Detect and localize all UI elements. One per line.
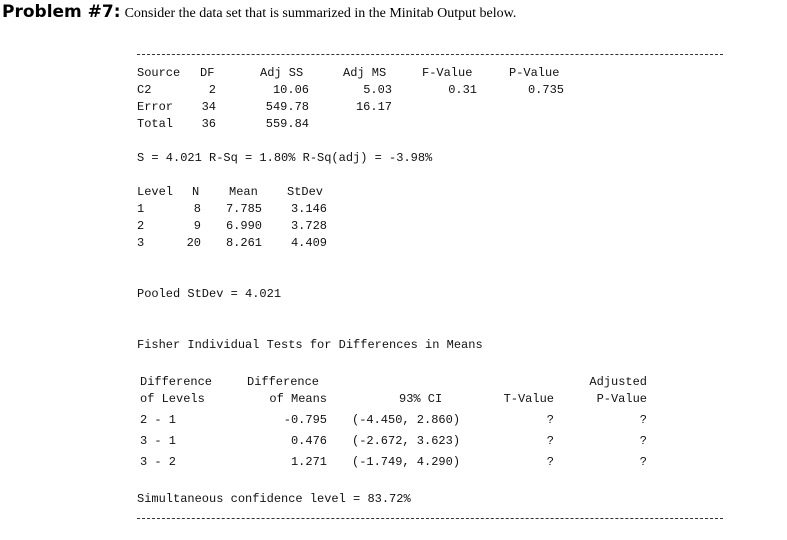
simultaneous-confidence: Simultaneous confidence level = 83.72%: [137, 492, 411, 506]
p-value-cell: 0.735: [527, 83, 564, 97]
header-mean: Mean: [229, 185, 258, 199]
diff-cell: 0.476: [290, 434, 327, 448]
n-cell: 20: [186, 236, 201, 250]
stdev-cell: 3.146: [290, 202, 327, 216]
header-difference-levels: Difference: [140, 375, 213, 389]
header-level: Level: [137, 185, 174, 199]
stdev-cell: 4.409: [290, 236, 327, 250]
source-cell: Error: [137, 100, 174, 114]
mean-cell: 8.261: [225, 236, 262, 250]
header-p-value: P-Value: [596, 392, 647, 406]
level-cell: 3: [137, 236, 145, 250]
header-difference-means: Difference: [247, 375, 320, 389]
mean-cell: 7.785: [225, 202, 262, 216]
ci-cell: (-4.450, 2.860): [352, 413, 461, 427]
p-value-cell: ?: [639, 455, 647, 469]
header-t-value: T-Value: [503, 392, 554, 406]
model-summary: S = 4.021 R-Sq = 1.80% R-Sq(adj) = -3.98…: [137, 151, 433, 165]
header-adj-ss: Adj SS: [260, 66, 304, 80]
header-adj-ms: Adj MS: [343, 66, 387, 80]
f-value-cell: 0.31: [448, 83, 477, 97]
diff-cell: 1.271: [290, 455, 327, 469]
header-df: DF: [200, 66, 215, 80]
bottom-divider: [137, 518, 723, 519]
problem-heading: Problem #7: Consider the data set that is…: [2, 2, 516, 22]
n-cell: 9: [193, 219, 201, 233]
problem-description: Consider the data set that is summarized…: [124, 6, 517, 21]
header-f-value: F-Value: [422, 66, 473, 80]
level-cell: 2: [137, 219, 145, 233]
n-cell: 8: [193, 202, 201, 216]
t-value-cell: ?: [546, 434, 554, 448]
fisher-title: Fisher Individual Tests for Differences …: [137, 338, 483, 352]
df-cell: 34: [201, 100, 216, 114]
df-cell: 2: [208, 83, 216, 97]
diff-cell: -0.795: [283, 413, 327, 427]
pooled-stdev: Pooled StDev = 4.021: [137, 287, 282, 301]
level-cell: 1: [137, 202, 145, 216]
problem-label: Problem #7:: [2, 2, 121, 22]
df-cell: 36: [201, 117, 216, 131]
p-value-cell: ?: [639, 413, 647, 427]
stdev-cell: 3.728: [290, 219, 327, 233]
ci-cell: (-2.672, 3.623): [352, 434, 461, 448]
adj-ms-cell: 5.03: [363, 83, 392, 97]
adj-ms-cell: 16.17: [355, 100, 392, 114]
source-cell: C2: [137, 83, 152, 97]
header-p-value: P-Value: [509, 66, 560, 80]
header-of-levels: of Levels: [140, 392, 205, 406]
levels-cell: 3 - 2: [140, 455, 177, 469]
levels-cell: 3 - 1: [140, 434, 177, 448]
levels-cell: 2 - 1: [140, 413, 177, 427]
top-divider: [137, 54, 723, 55]
adj-ss-cell: 10.06: [272, 83, 309, 97]
t-value-cell: ?: [546, 413, 554, 427]
header-ci: 93% CI: [399, 392, 443, 406]
header-adjusted: Adjusted: [589, 375, 647, 389]
header-of-means: of Means: [269, 392, 327, 406]
ci-cell: (-1.749, 4.290): [352, 455, 461, 469]
p-value-cell: ?: [639, 434, 647, 448]
header-source: Source: [137, 66, 181, 80]
header-n: N: [192, 185, 200, 199]
header-stdev: StDev: [287, 185, 324, 199]
adj-ss-cell: 549.78: [265, 100, 309, 114]
mean-cell: 6.990: [225, 219, 262, 233]
adj-ss-cell: 559.84: [265, 117, 309, 131]
t-value-cell: ?: [546, 455, 554, 469]
source-cell: Total: [137, 117, 174, 131]
